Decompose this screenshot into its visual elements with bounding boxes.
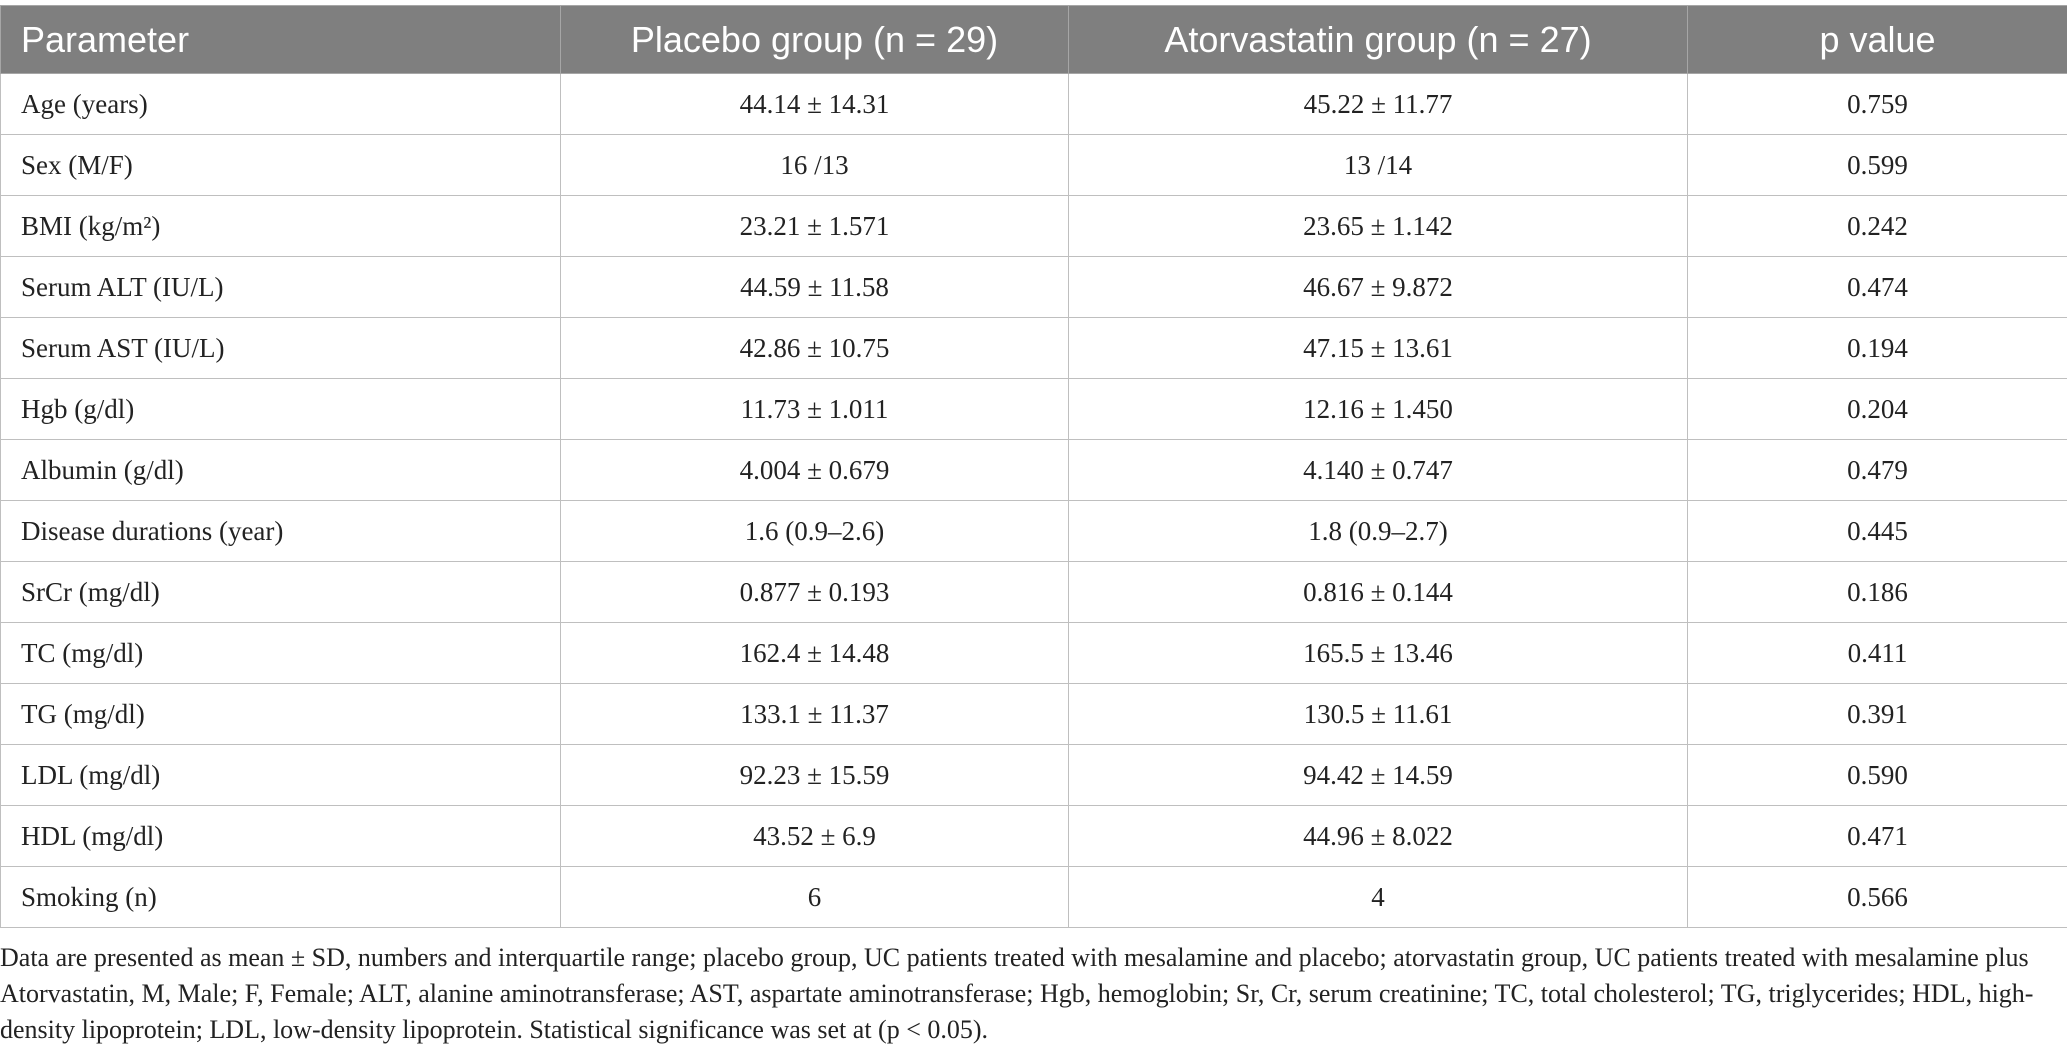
- header-cell: p value: [1687, 5, 2067, 74]
- table-cell: Albumin (g/dl): [0, 439, 561, 501]
- table-cell: 1.6 (0.9–2.6): [560, 500, 1069, 562]
- table-cell: 44.59 ± 11.58: [560, 256, 1069, 318]
- table-cell: 0.445: [1687, 500, 2067, 562]
- table-cell: Disease durations (year): [0, 500, 561, 562]
- header-cell: Parameter: [0, 5, 561, 74]
- header-cell: Atorvastatin group (n = 27): [1068, 5, 1688, 74]
- header-cell: Placebo group (n = 29): [560, 5, 1069, 74]
- data-table: Parameter Placebo group (n = 29) Atorvasta…: [0, 5, 2067, 928]
- table-row: Hgb (g/dl) 11.73 ± 1.011 12.16 ± 1.450 0.20…: [0, 378, 2067, 440]
- table-row: Age (years) 44.14 ± 14.31 45.22 ± 11.77 0.7…: [0, 73, 2067, 135]
- table-cell: 42.86 ± 10.75: [560, 317, 1069, 379]
- table-cell: 94.42 ± 14.59: [1068, 744, 1688, 806]
- table-cell: TG (mg/dl): [0, 683, 561, 745]
- table-cell: LDL (mg/dl): [0, 744, 561, 806]
- table-cell: Hgb (g/dl): [0, 378, 561, 440]
- table-cell: 4: [1068, 866, 1688, 928]
- table-cell: 12.16 ± 1.450: [1068, 378, 1688, 440]
- table-cell: 133.1 ± 11.37: [560, 683, 1069, 745]
- table-cell: 0.759: [1687, 73, 2067, 135]
- table-cell: 0.474: [1687, 256, 2067, 318]
- table-cell: 45.22 ± 11.77: [1068, 73, 1688, 135]
- table-cell: 0.204: [1687, 378, 2067, 440]
- table-row: TC (mg/dl) 162.4 ± 14.48 165.5 ± 13.46 0.41…: [0, 622, 2067, 684]
- table-cell: Smoking (n): [0, 866, 561, 928]
- table-row: BMI (kg/m²) 23.21 ± 1.571 23.65 ± 1.142 0.2…: [0, 195, 2067, 257]
- table-cell: 165.5 ± 13.46: [1068, 622, 1688, 684]
- table-row: Sex (M/F) 16 /13 13 /14 0.599: [0, 134, 2067, 196]
- table-cell: 92.23 ± 15.59: [560, 744, 1069, 806]
- table-cell: 13 /14: [1068, 134, 1688, 196]
- header-row: Parameter Placebo group (n = 29) Atorvasta…: [0, 5, 2067, 74]
- table-body: Age (years) 44.14 ± 14.31 45.22 ± 11.77 0.7…: [0, 73, 2067, 928]
- table-cell: 11.73 ± 1.011: [560, 378, 1069, 440]
- table-cell: SrCr (mg/dl): [0, 561, 561, 623]
- table-cell: 16 /13: [560, 134, 1069, 196]
- table-cell: 23.21 ± 1.571: [560, 195, 1069, 257]
- table-cell: 43.52 ± 6.9: [560, 805, 1069, 867]
- table-row: SrCr (mg/dl) 0.877 ± 0.193 0.816 ± 0.144 0.…: [0, 561, 2067, 623]
- table-cell: TC (mg/dl): [0, 622, 561, 684]
- table-cell: Serum AST (IU/L): [0, 317, 561, 379]
- table-cell: 0.471: [1687, 805, 2067, 867]
- table-cell: 4.004 ± 0.679: [560, 439, 1069, 501]
- table-cell: BMI (kg/m²): [0, 195, 561, 257]
- table-cell: Serum ALT (IU/L): [0, 256, 561, 318]
- table-cell: 46.67 ± 9.872: [1068, 256, 1688, 318]
- table-cell: 0.877 ± 0.193: [560, 561, 1069, 623]
- table-cell: 47.15 ± 13.61: [1068, 317, 1688, 379]
- table-cell: 162.4 ± 14.48: [560, 622, 1069, 684]
- table-cell: 0.479: [1687, 439, 2067, 501]
- table-cell: 1.8 (0.9–2.7): [1068, 500, 1688, 562]
- table-cell: 0.411: [1687, 622, 2067, 684]
- table-cell: 4.140 ± 0.747: [1068, 439, 1688, 501]
- table-row: HDL (mg/dl) 43.52 ± 6.9 44.96 ± 8.022 0.471: [0, 805, 2067, 867]
- table-cell: 6: [560, 866, 1069, 928]
- table-cell: 0.391: [1687, 683, 2067, 745]
- table-row: LDL (mg/dl) 92.23 ± 15.59 94.42 ± 14.59 0.5…: [0, 744, 2067, 806]
- footnote: Data are presented as mean ± SD, numbers…: [0, 943, 2034, 1044]
- table-cell: 0.566: [1687, 866, 2067, 928]
- table-cell: 0.816 ± 0.144: [1068, 561, 1688, 623]
- table-cell: 44.96 ± 8.022: [1068, 805, 1688, 867]
- table-cell: Sex (M/F): [0, 134, 561, 196]
- table-row: Serum AST (IU/L) 42.86 ± 10.75 47.15 ± 13.…: [0, 317, 2067, 379]
- table-cell: 130.5 ± 11.61: [1068, 683, 1688, 745]
- table-cell: Age (years): [0, 73, 561, 135]
- table-row: Disease durations (year) 1.6 (0.9–2.6) 1.8…: [0, 500, 2067, 562]
- table-row: TG (mg/dl) 133.1 ± 11.37 130.5 ± 11.61 0.39…: [0, 683, 2067, 745]
- table-cell: 0.242: [1687, 195, 2067, 257]
- table-cell: HDL (mg/dl): [0, 805, 561, 867]
- table-cell: 23.65 ± 1.142: [1068, 195, 1688, 257]
- table-cell: 0.194: [1687, 317, 2067, 379]
- table-row: Smoking (n) 6 4 0.566: [0, 866, 2067, 928]
- table-row: Albumin (g/dl) 4.004 ± 0.679 4.140 ± 0.747…: [0, 439, 2067, 501]
- table-cell: 0.590: [1687, 744, 2067, 806]
- table-row: Serum ALT (IU/L) 44.59 ± 11.58 46.67 ± 9.8…: [0, 256, 2067, 318]
- table-cell: 0.186: [1687, 561, 2067, 623]
- table-cell: 44.14 ± 14.31: [560, 73, 1069, 135]
- table-cell: 0.599: [1687, 134, 2067, 196]
